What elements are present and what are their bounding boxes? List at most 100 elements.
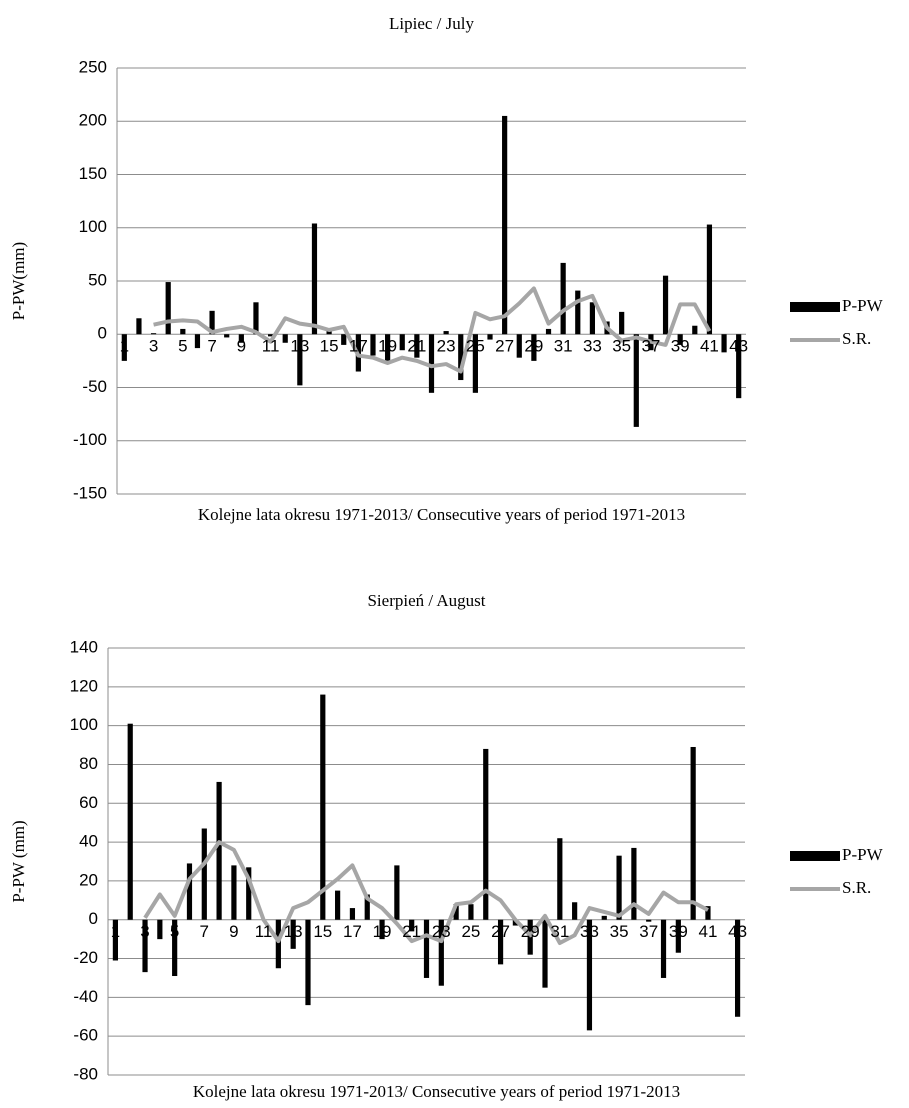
legend-swatch (790, 851, 840, 861)
x-tick-label: 41 (700, 337, 719, 356)
bar (675, 919, 681, 953)
y-tick-label: 0 (89, 909, 98, 928)
x-tick-label: 25 (466, 337, 485, 356)
x-tick-label: 3 (140, 922, 149, 941)
legend-label: S.R. (842, 329, 871, 348)
bar (379, 919, 385, 940)
x-tick-label: 31 (554, 337, 573, 356)
x-tick-label: 43 (729, 337, 748, 356)
bar (282, 334, 288, 343)
y-tick-label: -40 (73, 987, 98, 1006)
x-tick-label: 19 (373, 922, 392, 941)
bar (335, 890, 341, 920)
bar (586, 919, 593, 1031)
x-tick-label: 17 (349, 337, 368, 356)
bar (370, 334, 376, 356)
bar (267, 334, 274, 337)
bar (705, 906, 711, 920)
bar (127, 723, 133, 920)
bar (385, 334, 391, 361)
x-tick-label: 13 (290, 337, 309, 356)
x-tick-label: 31 (550, 922, 569, 941)
bar (194, 334, 201, 349)
bar (172, 919, 178, 977)
x-tick-label: 29 (521, 922, 540, 941)
bar (497, 919, 504, 965)
y-axis-title: P-PW (mm) (9, 820, 28, 902)
bar (660, 919, 667, 978)
x-tick-label: 23 (437, 337, 456, 356)
bar (557, 838, 563, 920)
x-tick-label: 25 (461, 922, 480, 941)
bar (487, 334, 493, 340)
x-tick-label: 13 (284, 922, 303, 941)
bar (542, 919, 548, 988)
x-tick-label: 9 (237, 337, 246, 356)
bar (238, 334, 244, 343)
bar (341, 334, 347, 345)
bar (646, 919, 652, 922)
x-tick-label: 35 (610, 922, 629, 941)
y-tick-label: 60 (79, 793, 98, 812)
bar (619, 311, 625, 335)
bar (438, 919, 444, 986)
x-tick-label: 35 (612, 337, 631, 356)
bar (483, 748, 489, 920)
x-tick-label: 33 (580, 922, 599, 941)
line-series (143, 840, 709, 946)
bar (690, 746, 696, 920)
x-tick-label: 23 (432, 922, 451, 941)
bar (734, 919, 741, 1017)
x-tick-label: 1 (120, 337, 129, 356)
y-tick-label: 20 (79, 870, 98, 889)
bar (305, 919, 311, 1006)
bar (112, 919, 119, 961)
bar (458, 334, 464, 381)
bar (468, 904, 474, 920)
bar (157, 919, 163, 940)
x-tick-label: 5 (170, 922, 179, 941)
bar (253, 302, 259, 335)
y-tick-label: 100 (79, 217, 107, 236)
line-series (153, 286, 712, 374)
x-tick-label: 17 (343, 922, 362, 941)
y-tick-label: -60 (73, 1026, 98, 1045)
bar (399, 334, 405, 351)
y-tick-label: -150 (73, 483, 107, 502)
bar (290, 919, 296, 949)
legend-label: P-PW (842, 296, 884, 315)
x-tick-label: 21 (407, 337, 426, 356)
y-tick-label: 80 (79, 754, 98, 773)
y-tick-label: -50 (82, 377, 107, 396)
y-tick-label: 250 (79, 57, 107, 76)
bar (692, 325, 698, 335)
bar (677, 334, 683, 345)
x-tick-label: 19 (378, 337, 397, 356)
bar (601, 915, 607, 920)
x-tick-label: 43 (728, 922, 747, 941)
x-tick-label: 21 (402, 922, 421, 941)
x-tick-label: 41 (699, 922, 718, 941)
y-tick-label: 200 (79, 111, 107, 130)
bar (428, 334, 435, 393)
x-tick-label: 15 (320, 337, 339, 356)
bar (349, 908, 356, 920)
bar (201, 828, 207, 920)
bar (423, 919, 430, 978)
bar (246, 867, 252, 920)
bar (394, 865, 400, 920)
bar (224, 334, 230, 338)
bar (721, 334, 727, 353)
chart-title: Lipiec / July (389, 14, 474, 33)
bar (150, 333, 157, 335)
x-tick-label: 3 (149, 337, 158, 356)
bar (575, 290, 581, 335)
x-tick-label: 7 (207, 337, 216, 356)
bar (502, 115, 508, 335)
y-tick-label: -20 (73, 948, 98, 967)
bar (275, 919, 281, 969)
y-tick-label: 0 (98, 324, 107, 343)
y-tick-label: 140 (70, 637, 98, 656)
bar (545, 328, 552, 335)
legend-label: P-PW (842, 845, 884, 864)
